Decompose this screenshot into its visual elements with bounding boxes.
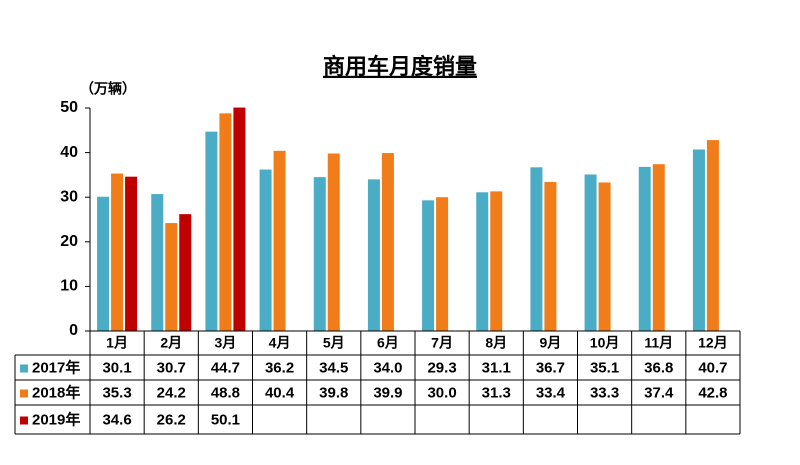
bar — [598, 182, 611, 331]
x-tick-label: 11月 — [644, 335, 673, 351]
table-value: 44.7 — [211, 359, 240, 376]
table-value: 34.5 — [319, 359, 348, 376]
x-tick-label: 7月 — [431, 335, 453, 351]
x-tick-label: 2月 — [160, 335, 182, 351]
x-tick-label: 8月 — [485, 335, 507, 351]
table-value: 34.6 — [102, 411, 131, 428]
bar — [259, 169, 272, 331]
table-value: 40.7 — [698, 359, 727, 376]
y-tick-label: 30 — [60, 188, 78, 205]
table-value: 31.3 — [482, 384, 511, 401]
table-value: 33.4 — [536, 384, 566, 401]
table-value: 34.0 — [373, 359, 402, 376]
y-tick-label: 50 — [60, 99, 78, 116]
x-tick-label: 5月 — [323, 335, 345, 351]
table-value: 30.1 — [102, 359, 131, 376]
table-value: 29.3 — [427, 359, 456, 376]
bar — [544, 182, 557, 331]
y-tick-label: 0 — [69, 322, 78, 339]
x-tick-label: 1月 — [106, 335, 128, 351]
bar — [422, 200, 435, 331]
bar — [313, 177, 326, 331]
x-tick-label: 10月 — [590, 335, 620, 351]
bar — [179, 214, 192, 331]
legend-label: 2018年 — [32, 383, 80, 401]
table-value: 36.7 — [536, 359, 565, 376]
x-tick-label: 6月 — [377, 335, 399, 351]
table-value: 26.2 — [157, 411, 186, 428]
bar — [327, 153, 340, 331]
x-tick-label: 9月 — [540, 335, 562, 351]
bar — [273, 150, 286, 331]
bar — [381, 153, 394, 331]
bar — [219, 113, 232, 332]
table-value: 50.1 — [211, 411, 240, 428]
bar — [436, 197, 449, 331]
y-unit: （万辆） — [80, 81, 136, 97]
table-value: 39.8 — [319, 384, 348, 401]
table-value: 35.3 — [102, 384, 131, 401]
x-tick-label: 12月 — [698, 335, 728, 351]
bar — [111, 173, 124, 331]
legend-label: 2017年 — [32, 358, 80, 376]
chart-title: 商用车月度销量 — [323, 54, 477, 79]
bar — [490, 191, 503, 331]
table-value: 30.7 — [157, 359, 186, 376]
bar — [530, 167, 543, 331]
table-value: 31.1 — [482, 359, 511, 376]
table-value: 24.2 — [157, 384, 186, 401]
x-tick-label: 3月 — [215, 335, 237, 351]
bar — [367, 179, 380, 331]
table-value: 48.8 — [211, 384, 240, 401]
bar — [638, 166, 651, 331]
table-value: 36.2 — [265, 359, 294, 376]
legend-swatch — [20, 364, 28, 373]
legend-swatch — [20, 416, 28, 425]
table-value: 36.8 — [644, 359, 673, 376]
y-tick-label: 40 — [60, 144, 78, 161]
bar — [692, 149, 705, 331]
bar — [151, 194, 164, 331]
bar — [652, 164, 665, 331]
legend-swatch — [20, 389, 28, 398]
y-tick-label: 20 — [60, 233, 78, 250]
x-tick-label: 4月 — [269, 335, 291, 351]
bar — [125, 176, 138, 331]
y-tick-label: 10 — [60, 278, 78, 295]
table-value: 42.8 — [698, 384, 727, 401]
bar — [165, 223, 178, 331]
table-value: 39.9 — [373, 384, 402, 401]
table-value: 30.0 — [427, 384, 456, 401]
bar — [476, 192, 489, 331]
legend-label: 2019年 — [32, 410, 80, 428]
bar — [706, 140, 719, 331]
table-value: 33.3 — [590, 384, 619, 401]
table-value: 35.1 — [590, 359, 619, 376]
bar — [205, 131, 218, 331]
bar — [584, 174, 597, 331]
table-value: 40.4 — [265, 384, 295, 401]
bar — [97, 196, 110, 331]
bar — [233, 107, 246, 331]
table-value: 37.4 — [644, 384, 674, 401]
